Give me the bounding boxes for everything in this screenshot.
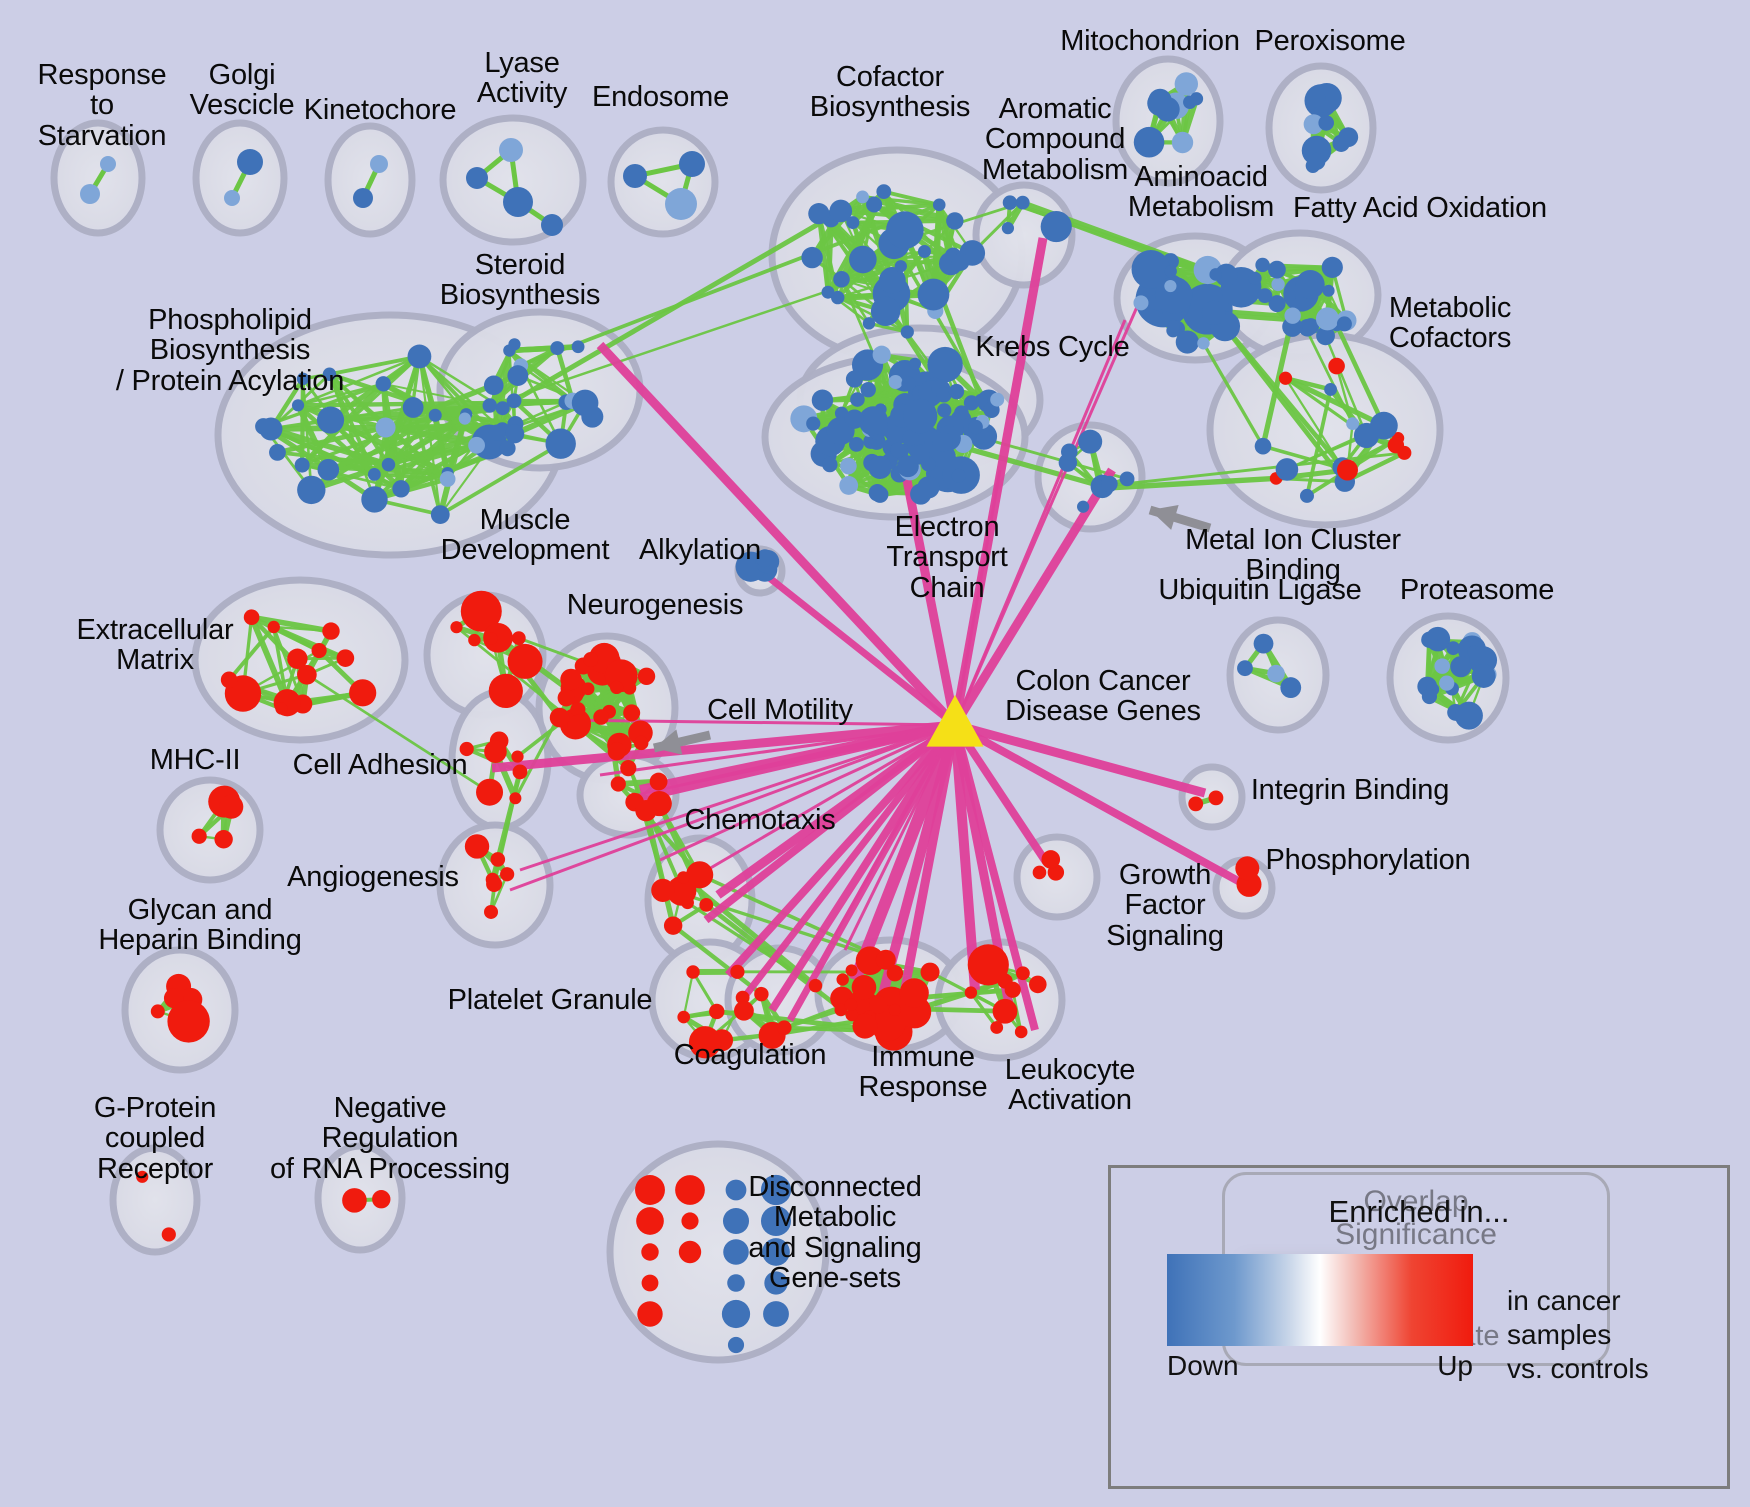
legend-enriched-title: Enriched in... xyxy=(1328,1194,1510,1229)
hub-edge-integrin-binding xyxy=(953,720,1207,798)
hub-edge-immune-response xyxy=(849,722,961,983)
hub-edge-leukocyte-activation xyxy=(950,724,980,991)
hub-edge-growth-factor-signaling xyxy=(951,722,1050,865)
gene-set-nodes xyxy=(80,72,1498,1354)
colorbar-low-label: Down xyxy=(1167,1350,1239,1381)
hub-edge-cell-motility xyxy=(628,720,957,805)
hub-edge-cell-adhesion xyxy=(491,720,956,773)
hub-edge-electron-transport-chain xyxy=(900,469,960,726)
hub-edge-alkylation xyxy=(759,569,958,728)
legend-enriched-in: Enriched in... Down Up in cancer samples… xyxy=(1108,1165,1730,1489)
hub-edge-cell-motility xyxy=(599,723,956,777)
callout-arrows xyxy=(652,505,1212,755)
hub-edge-angiogenesis xyxy=(519,723,956,872)
disease-overlap-edges xyxy=(491,237,1242,1032)
colorbar-high-label: Up xyxy=(1437,1350,1473,1381)
hub-edge-immune-response xyxy=(833,724,957,936)
enriched-side-line2: samples xyxy=(1507,1319,1612,1351)
hub-edge-platelet-granule xyxy=(739,722,958,1003)
enriched-side-line3: vs. controls xyxy=(1507,1353,1649,1385)
hub-edge-immune-response xyxy=(895,724,960,1016)
colon-cancer-hub[interactable] xyxy=(926,695,984,747)
hub-edge-platelet-granule xyxy=(725,722,958,978)
enrichment-colorbar xyxy=(1167,1254,1473,1346)
hub-edge-metabolic-cofactors xyxy=(953,299,1142,726)
hub-edge-phosphorylation xyxy=(953,721,1242,886)
hub-edge-krebs-cycle xyxy=(953,469,1002,726)
callout-arrow xyxy=(1148,505,1212,533)
hub-edge-angiogenesis xyxy=(509,723,956,892)
callout-arrow xyxy=(652,729,712,755)
cluster-g-protein-coupled-receptor xyxy=(109,1144,201,1256)
hub-edge-chemotaxis xyxy=(703,721,958,924)
hub-edge-immune-response xyxy=(843,724,957,951)
enriched-side-line1: in cancer xyxy=(1507,1285,1621,1316)
hub-edge-metal-ion-cluster-binding xyxy=(951,467,1116,728)
hub-edge-chemotaxis xyxy=(689,723,956,882)
disease-hub-node[interactable] xyxy=(926,695,984,747)
cluster-metabolic-cofactors xyxy=(1206,331,1444,529)
hub-edge-chemotaxis xyxy=(659,723,956,862)
hub-edge-steroid-biosynthesis xyxy=(596,341,959,729)
hub-edge-neurogenesis xyxy=(559,718,956,727)
